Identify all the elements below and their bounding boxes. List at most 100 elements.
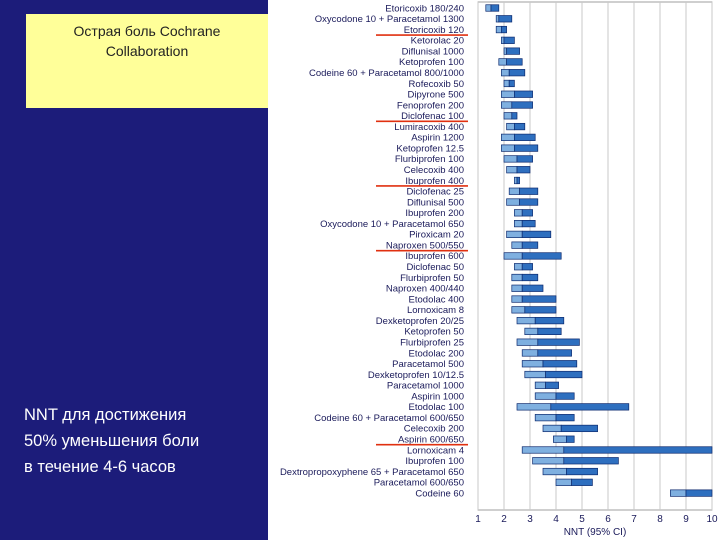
ci-upper-bar (563, 446, 713, 454)
nnt-note: NNT для достижения 50% уменьшения боли в… (24, 402, 268, 480)
ci-upper-bar (501, 25, 507, 34)
row-label: Celecoxib 200 (404, 424, 464, 435)
ci-upper-bar (555, 392, 575, 400)
ci-lower-bar (670, 489, 687, 497)
row-label: Ketorolac 20 (411, 36, 464, 47)
x-tick-label: 10 (706, 514, 718, 525)
ci-lower-bar (511, 284, 523, 292)
ci-lower-bar (503, 155, 518, 163)
row-label: Celecoxib 400 (404, 165, 464, 176)
ci-upper-bar (566, 467, 598, 476)
row-label: Diclofenac 100 (401, 111, 464, 122)
row-label: Lornoxicam 4 (407, 445, 464, 456)
row-label: Dexketoprofen 20/25 (376, 316, 464, 327)
ci-upper-bar (503, 36, 515, 44)
row-label: Diflunisal 500 (407, 197, 464, 208)
ci-lower-bar (521, 349, 539, 357)
ci-upper-bar (514, 133, 536, 141)
ci-upper-bar (511, 101, 533, 109)
ci-lower-bar (501, 133, 515, 141)
row-label: Etoricoxib 180/240 (385, 3, 464, 14)
ci-upper-bar (521, 263, 533, 271)
ci-lower-bar (501, 101, 513, 109)
ci-lower-bar (524, 327, 539, 335)
row-label: Naproxen 400/440 (386, 284, 464, 295)
row-label: Codeine 60 + Paracetamol 600/650 (314, 413, 464, 424)
ci-lower-bar (516, 338, 539, 346)
ci-upper-bar (514, 122, 526, 131)
ci-lower-bar (498, 58, 507, 66)
ci-upper-bar (519, 198, 539, 206)
ci-lower-bar (516, 403, 552, 411)
ci-lower-bar (506, 230, 523, 238)
row-label: Ibuprofen 200 (405, 208, 464, 219)
ci-upper-bar (537, 349, 572, 357)
ci-lower-bar (534, 392, 557, 400)
ci-lower-bar (501, 144, 515, 152)
row-label: Dextropropoxyphene 65 + Paracetamol 650 (280, 467, 464, 478)
note-line-2: 50% уменьшения боли (24, 432, 200, 450)
ci-upper-bar (545, 381, 559, 389)
ci-upper-bar (506, 58, 523, 66)
ci-lower-bar (501, 36, 505, 44)
ci-upper-bar (545, 370, 583, 379)
note-line-3: в течение 4-6 часов (24, 458, 176, 476)
ci-upper-bar (560, 424, 598, 433)
ci-lower-bar (511, 295, 523, 303)
row-label: Aspirin 1200 (411, 133, 464, 144)
ci-upper-bar (521, 295, 557, 303)
ci-upper-bar (516, 155, 533, 163)
ci-upper-bar (555, 414, 575, 422)
note-line-1: NNT для достижения (24, 406, 187, 424)
x-tick-label: 3 (527, 514, 533, 525)
x-tick-label: 9 (683, 514, 689, 525)
ci-lower-bar (532, 457, 565, 465)
ci-upper-bar (514, 144, 539, 152)
title-line-2: Collaboration (105, 43, 189, 59)
ci-upper-bar (508, 79, 515, 88)
ci-lower-bar (534, 414, 557, 422)
row-label: Diclofenac 50 (406, 262, 464, 273)
row-label: Aspirin 600/650 (398, 435, 464, 446)
ci-upper-bar (566, 435, 575, 443)
ci-upper-bar (542, 360, 578, 368)
row-label: Aspirin 1000 (411, 391, 464, 402)
row-label: Flurbiprofen 50 (400, 273, 464, 284)
ci-lower-bar (495, 15, 500, 23)
ci-upper-bar (519, 187, 539, 195)
x-axis-label: NNT (95% CI) (564, 527, 627, 538)
row-label: Ibuprofen 400 (405, 176, 464, 187)
ci-upper-bar (521, 252, 562, 260)
ci-lower-bar (503, 112, 513, 120)
row-label: Naproxen 500/550 (386, 240, 464, 251)
row-label: Ibuprofen 600 (405, 251, 464, 262)
ci-lower-bar (511, 273, 523, 282)
ci-lower-bar (503, 79, 510, 88)
ci-upper-bar (514, 90, 533, 98)
row-label: Codeine 60 + Paracetamol 800/1000 (309, 68, 464, 79)
ci-lower-bar (501, 90, 515, 98)
row-label: Paracetamol 1000 (387, 381, 464, 392)
row-label: Ibuprofen 100 (405, 456, 464, 467)
ci-lower-bar (506, 166, 518, 174)
row-label: Ketoprofen 12.5 (396, 143, 464, 154)
row-label: Ketoprofen 100 (399, 57, 464, 68)
ci-lower-bar (503, 252, 523, 260)
row-label: Etoricoxib 120 (404, 25, 464, 36)
row-label: Paracetamol 600/650 (374, 478, 464, 489)
ci-upper-bar (506, 47, 520, 55)
ci-lower-bar (521, 446, 565, 454)
ci-lower-bar (514, 220, 523, 228)
row-label: Dexketoprofen 10/12.5 (368, 370, 464, 381)
row-label: Codeine 60 (415, 488, 464, 499)
row-label: Oxycodone 10 + Paracetamol 1300 (315, 14, 464, 25)
row-label: Fenoprofen 200 (397, 100, 464, 111)
chart-panel: 1 2 3 4 5 6 7 8 9 10 NNT (95% CI) Etoricoxib 180/24… (268, 0, 720, 540)
row-label: Lumiracoxib 400 (394, 122, 464, 133)
title-box: Острая боль Cochrane Collaboration (26, 14, 268, 108)
row-label: Lornoxicam 8 (407, 305, 464, 316)
ci-lower-bar (555, 478, 572, 486)
ci-upper-bar (521, 209, 533, 217)
ci-lower-bar (495, 25, 502, 34)
x-tick-label: 1 (475, 514, 481, 525)
